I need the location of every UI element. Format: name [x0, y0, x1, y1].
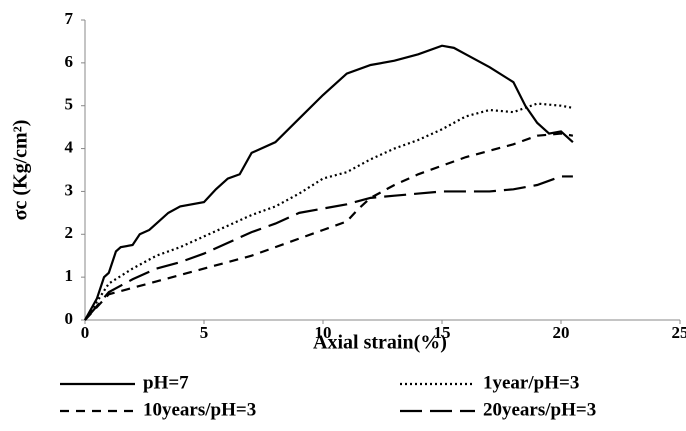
y-axis-label: σc (Kg/cm²): [10, 120, 32, 221]
y-tick-label: 3: [65, 180, 74, 199]
y-tick-label: 7: [65, 9, 74, 28]
legend-label: 20years/pH=3: [483, 399, 596, 420]
x-tick-label: 10: [315, 323, 332, 342]
x-tick-label: 15: [434, 323, 451, 342]
legend-label: 1year/pH=3: [483, 372, 579, 393]
x-tick-label: 0: [81, 323, 90, 342]
series-line: [84, 175, 573, 321]
x-tick-label: 5: [200, 323, 209, 342]
series-line: [84, 44, 574, 321]
series-line: [84, 132, 574, 321]
x-tick-label: 25: [672, 323, 686, 342]
legend-label: 10years/pH=3: [143, 399, 256, 420]
y-tick-label: 6: [65, 52, 74, 71]
y-tick-label: 4: [65, 137, 74, 156]
y-tick-label: 0: [65, 309, 74, 328]
y-tick-label: 2: [65, 223, 74, 242]
y-tick-label: 1: [65, 266, 74, 285]
x-tick-label: 20: [553, 323, 570, 342]
legend-label: pH=7: [143, 372, 189, 393]
x-axis-label: Axial strain(%): [313, 332, 447, 354]
y-tick-label: 5: [65, 95, 74, 114]
series-line: [84, 102, 574, 321]
